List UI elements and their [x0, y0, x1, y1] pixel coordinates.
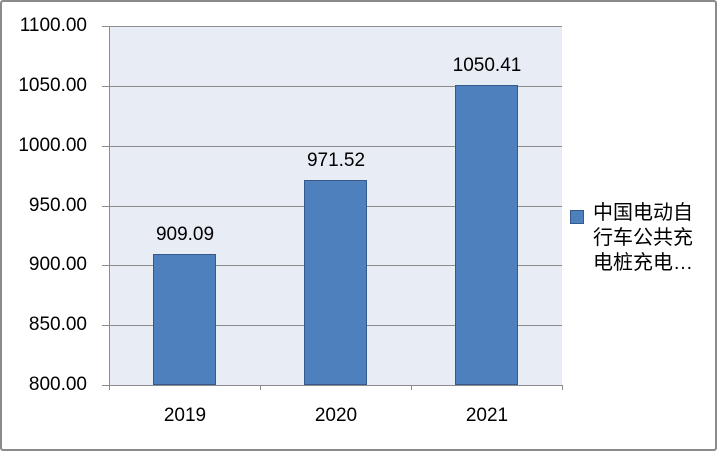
- bar-value-label: 909.09: [155, 224, 215, 245]
- x-tick-label: 2021: [465, 405, 509, 426]
- y-tick-mark: [102, 206, 109, 207]
- y-tick-mark: [102, 86, 109, 87]
- y-tick-mark: [102, 265, 109, 266]
- x-tick-mark: [562, 385, 563, 390]
- gridline: [109, 26, 562, 27]
- x-tick-mark: [411, 385, 412, 390]
- y-tick-label: 850.00: [28, 314, 87, 335]
- y-tick-label: 1000.00: [18, 135, 87, 156]
- legend-label: 中国电动自行车公共充电桩充电…: [593, 201, 713, 276]
- bar-value-label: 1050.41: [452, 55, 522, 76]
- bar-value-label: 971.52: [306, 150, 366, 171]
- gridline: [109, 86, 562, 87]
- y-tick-label: 1100.00: [19, 15, 87, 36]
- y-tick-label: 1050.00: [18, 75, 87, 96]
- y-tick-mark: [102, 146, 109, 147]
- y-axis-line: [109, 26, 110, 385]
- x-tick-mark: [109, 385, 110, 390]
- legend-label-line: 电桩充电…: [593, 252, 693, 274]
- y-tick-label: 800.00: [28, 374, 87, 395]
- y-tick-mark: [102, 325, 109, 326]
- y-tick-mark: [102, 385, 109, 386]
- y-tick-label: 900.00: [28, 254, 87, 275]
- bar[interactable]: [153, 254, 216, 385]
- x-tick-label: 2019: [163, 405, 207, 426]
- y-tick-mark: [102, 26, 109, 27]
- x-tick-mark: [260, 385, 261, 390]
- legend-label-line: 中国电动自: [593, 202, 693, 224]
- gridline: [109, 385, 562, 386]
- bar[interactable]: [304, 180, 367, 385]
- y-tick-label: 950.00: [28, 195, 87, 216]
- bar[interactable]: [455, 85, 518, 385]
- legend-marker-icon: [570, 210, 584, 224]
- x-tick-label: 2020: [314, 405, 358, 426]
- legend-label-line: 行车公共充: [593, 227, 693, 249]
- gridline: [109, 146, 562, 147]
